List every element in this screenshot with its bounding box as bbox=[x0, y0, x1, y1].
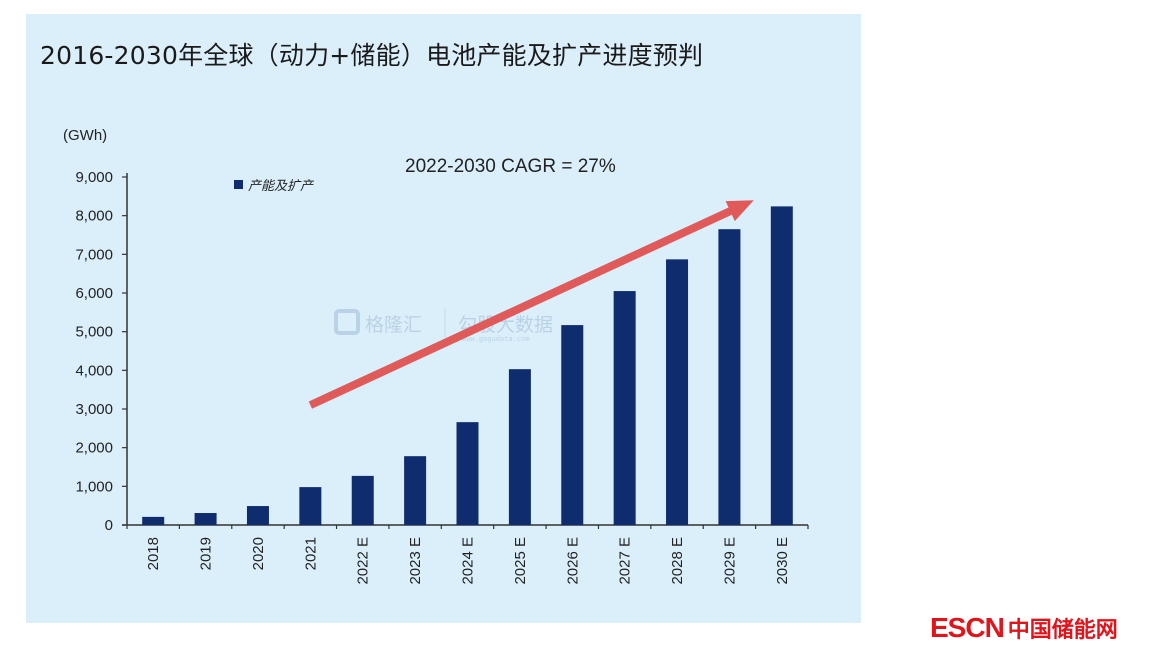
x-tick-label: 2023 E bbox=[407, 537, 424, 585]
bar-2024E bbox=[456, 422, 479, 525]
escn-logo: ESCN 中国储能网 bbox=[930, 611, 1118, 645]
bar-2029E bbox=[718, 229, 741, 525]
bar-2021 bbox=[299, 487, 322, 525]
x-tick-label: 2019 bbox=[198, 537, 215, 570]
x-tick-label: 2020 bbox=[250, 537, 267, 570]
chart-title: 2016-2030年全球（动力+储能）电池产能及扩产进度预判 bbox=[40, 41, 704, 70]
bar-2018 bbox=[142, 516, 165, 525]
cagr-annotation: 2022-2030 CAGR = 27% bbox=[405, 156, 616, 177]
x-tick-label: 2021 bbox=[302, 537, 319, 570]
x-tick-label: 2029 E bbox=[721, 537, 738, 585]
bar-2023E bbox=[404, 456, 427, 525]
y-tick-label: 8,000 bbox=[75, 208, 113, 225]
trend-arrow bbox=[308, 200, 754, 409]
trend-arrow-shape bbox=[308, 200, 754, 409]
x-tick-label: 2027 E bbox=[617, 537, 634, 585]
y-tick-label: 5,000 bbox=[75, 324, 113, 341]
x-tick-label: 2028 E bbox=[669, 537, 686, 585]
watermark-brand: 格隆汇 bbox=[365, 314, 422, 336]
y-tick-label: 2,000 bbox=[75, 440, 113, 457]
y-tick-label: 1,000 bbox=[75, 478, 113, 495]
y-tick-label: 3,000 bbox=[75, 401, 113, 418]
bar-2025E bbox=[508, 369, 531, 525]
bar-2026E bbox=[561, 325, 584, 525]
bar-2020 bbox=[246, 506, 269, 525]
watermark: 格隆汇 勾股大数据 www.gogudata.com bbox=[334, 308, 553, 343]
x-tick-label: 2018 bbox=[145, 537, 162, 570]
y-axis: 0 1,000 2,000 3,000 4,000 5,000 6,000 7,000 8,00… bbox=[75, 169, 128, 534]
watermark-brand2: 勾股大数据 bbox=[458, 314, 553, 336]
x-tick-label: 2030 E bbox=[774, 537, 791, 585]
logo-chinese: 中国储能网 bbox=[1007, 618, 1118, 643]
bar-2027E bbox=[613, 291, 636, 525]
y-tick-label: 7,000 bbox=[75, 246, 113, 263]
bar-2022E bbox=[351, 475, 374, 525]
watermark-url: www.gogudata.com bbox=[462, 335, 529, 343]
y-axis-label: (GWh) bbox=[63, 127, 107, 144]
bar-2028E bbox=[666, 259, 689, 525]
y-tick-label: 9,000 bbox=[75, 169, 113, 186]
x-tick-label: 2024 E bbox=[460, 537, 477, 585]
logo-latin: ESCN bbox=[930, 612, 1005, 643]
y-tick-label: 4,000 bbox=[75, 362, 113, 379]
category-labels: 2018 2019 2020 2021 2022 E 2023 E 2024 E 2025 E… bbox=[145, 537, 791, 585]
y-tick-label: 0 bbox=[105, 517, 113, 534]
bar-2030E bbox=[770, 206, 793, 526]
watermark-logo-icon bbox=[334, 309, 360, 335]
x-tick-label: 2022 E bbox=[355, 537, 372, 585]
bars bbox=[142, 206, 793, 526]
legend: 产能及扩产 bbox=[234, 179, 315, 194]
x-axis bbox=[122, 524, 809, 529]
x-tick-label: 2026 E bbox=[564, 537, 581, 585]
bar-2019 bbox=[194, 513, 217, 525]
legend-swatch bbox=[234, 180, 243, 189]
legend-label: 产能及扩产 bbox=[248, 179, 315, 194]
y-tick-label: 6,000 bbox=[75, 285, 113, 302]
x-tick-label: 2025 E bbox=[512, 537, 529, 585]
